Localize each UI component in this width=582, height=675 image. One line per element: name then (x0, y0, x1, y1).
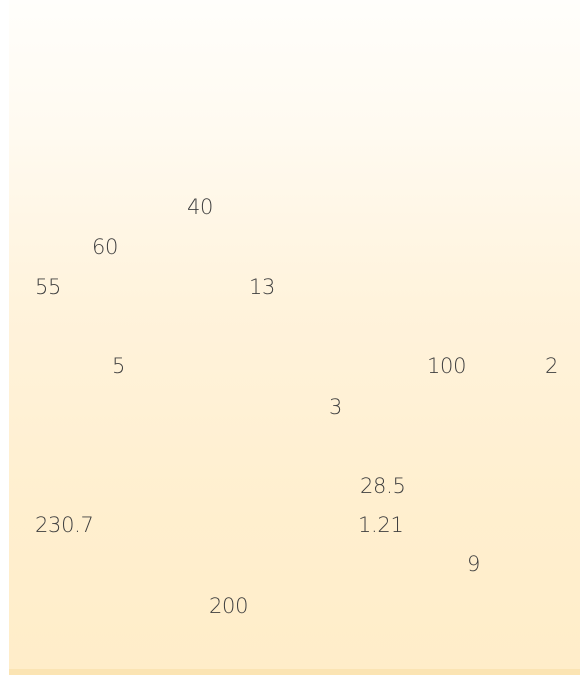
number-40: 40 (187, 195, 214, 219)
number-3: 3 (329, 395, 343, 419)
number-13: 13 (249, 275, 276, 299)
number-1-21: 1.21 (358, 513, 404, 537)
panel-bottom-edge (9, 669, 580, 675)
number-28-5: 28.5 (360, 474, 406, 498)
number-55: 55 (35, 275, 62, 299)
number-60: 60 (92, 235, 119, 259)
number-panel (9, 0, 580, 671)
number-5: 5 (112, 354, 126, 378)
number-230-7: 230.7 (35, 513, 94, 537)
number-200: 200 (209, 594, 249, 618)
number-100: 100 (427, 354, 467, 378)
number-2: 2 (545, 354, 559, 378)
number-9: 9 (467, 552, 481, 576)
